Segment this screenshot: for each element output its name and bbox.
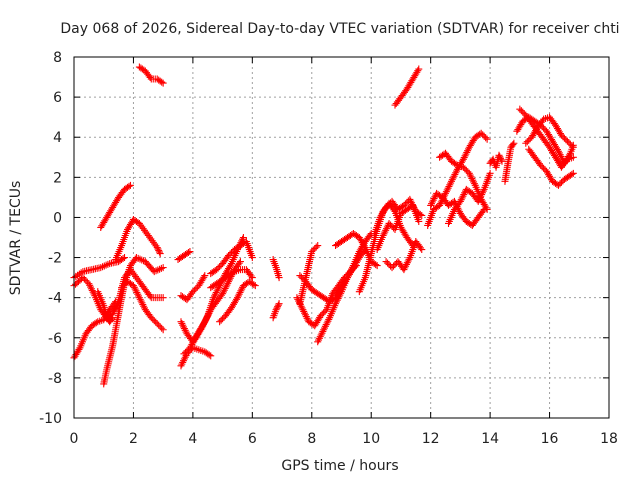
series-arc-v <box>296 242 322 308</box>
y-tick-label: 2 <box>53 170 62 186</box>
series-markers <box>269 300 283 322</box>
series-markers <box>269 256 283 282</box>
series-arc-ad <box>424 129 491 229</box>
series-arc-e <box>94 288 117 326</box>
x-tick-label: 0 <box>70 431 79 447</box>
series-markers <box>97 181 134 231</box>
series-markers <box>391 65 423 109</box>
series-arc-o <box>207 238 256 278</box>
series-markers <box>296 242 322 308</box>
series-markers <box>501 139 518 185</box>
series-markers <box>177 344 215 370</box>
data-points <box>70 63 577 388</box>
y-axis-label: SDTVAR / TECUs <box>8 181 24 296</box>
x-tick-label: 10 <box>362 431 380 447</box>
series-markers <box>207 266 256 292</box>
y-tick-label: -2 <box>48 251 62 267</box>
x-tick-label: 4 <box>188 431 197 447</box>
x-tick-label: 12 <box>422 431 440 447</box>
y-tick-label: 0 <box>53 210 62 226</box>
x-tick-label: 16 <box>541 431 559 447</box>
x-axis-label: GPS time / hours <box>281 458 398 474</box>
series-arc-k <box>177 272 209 304</box>
tick-labels: 0 2 4 6 8 10 12 14 16 18 -10 -8 -6 -4 -2 0 2 4 6 8 <box>39 50 618 447</box>
series-markers <box>94 288 117 326</box>
x-tick-label: 8 <box>307 431 316 447</box>
series-markers <box>516 105 577 171</box>
y-tick-label: -4 <box>48 291 62 307</box>
series-markers <box>112 215 164 264</box>
series-markers <box>135 63 167 87</box>
series-arc-ah <box>486 151 506 171</box>
grid-lines <box>74 57 609 418</box>
series-arc-a <box>70 254 129 282</box>
series-markers <box>174 248 194 264</box>
series-arc-q <box>216 278 259 326</box>
series-markers <box>100 254 167 388</box>
axis-ticks <box>73 56 610 419</box>
series-arc-i <box>135 63 167 87</box>
series-arc-d <box>97 181 134 231</box>
series-arc-am <box>525 145 577 189</box>
y-tick-label: 4 <box>53 130 62 146</box>
y-tick-label: -8 <box>48 371 62 387</box>
series-arc-h <box>118 278 167 334</box>
y-tick-label: -6 <box>48 331 62 347</box>
series-markers <box>522 113 577 151</box>
series-markers <box>427 189 488 229</box>
series-arc-g <box>112 215 164 264</box>
x-tick-label: 6 <box>248 431 257 447</box>
series-arc-s <box>269 300 283 322</box>
series-markers <box>424 129 491 229</box>
series-markers <box>70 254 129 282</box>
chart-title: Day 068 of 2026, Sidereal Day-to-day VTE… <box>60 21 619 37</box>
series-arc-p <box>207 266 256 292</box>
series-markers <box>445 169 494 227</box>
series-markers <box>118 278 167 334</box>
series-arc-ak <box>516 105 577 171</box>
x-tick-label: 18 <box>600 431 618 447</box>
series-arc-j <box>174 248 194 264</box>
series-arc-al <box>522 113 577 151</box>
x-tick-label: 14 <box>481 431 499 447</box>
series-markers <box>382 238 426 274</box>
series-arc-ai <box>501 139 518 185</box>
series-arc-ac <box>391 65 423 109</box>
series-arc-aa <box>373 201 423 254</box>
series-markers <box>436 149 491 213</box>
series-markers <box>216 278 259 326</box>
y-tick-label: -10 <box>39 411 62 427</box>
series-markers <box>486 151 506 171</box>
y-tick-label: 6 <box>53 90 62 106</box>
series-arc-r <box>269 256 283 282</box>
series-markers <box>177 272 209 304</box>
y-tick-label: 8 <box>53 50 62 66</box>
series-arc-af <box>436 149 491 213</box>
series-markers <box>525 145 577 189</box>
series-markers <box>207 238 256 278</box>
plot-frame <box>73 56 610 419</box>
series-arc-l <box>177 344 215 370</box>
x-tick-label: 2 <box>129 431 138 447</box>
series-arc-ae <box>427 189 488 229</box>
series-markers <box>373 201 423 254</box>
series-arc-f <box>100 254 167 388</box>
series-arc-ag <box>445 169 494 227</box>
series-arc-ab <box>382 238 426 274</box>
